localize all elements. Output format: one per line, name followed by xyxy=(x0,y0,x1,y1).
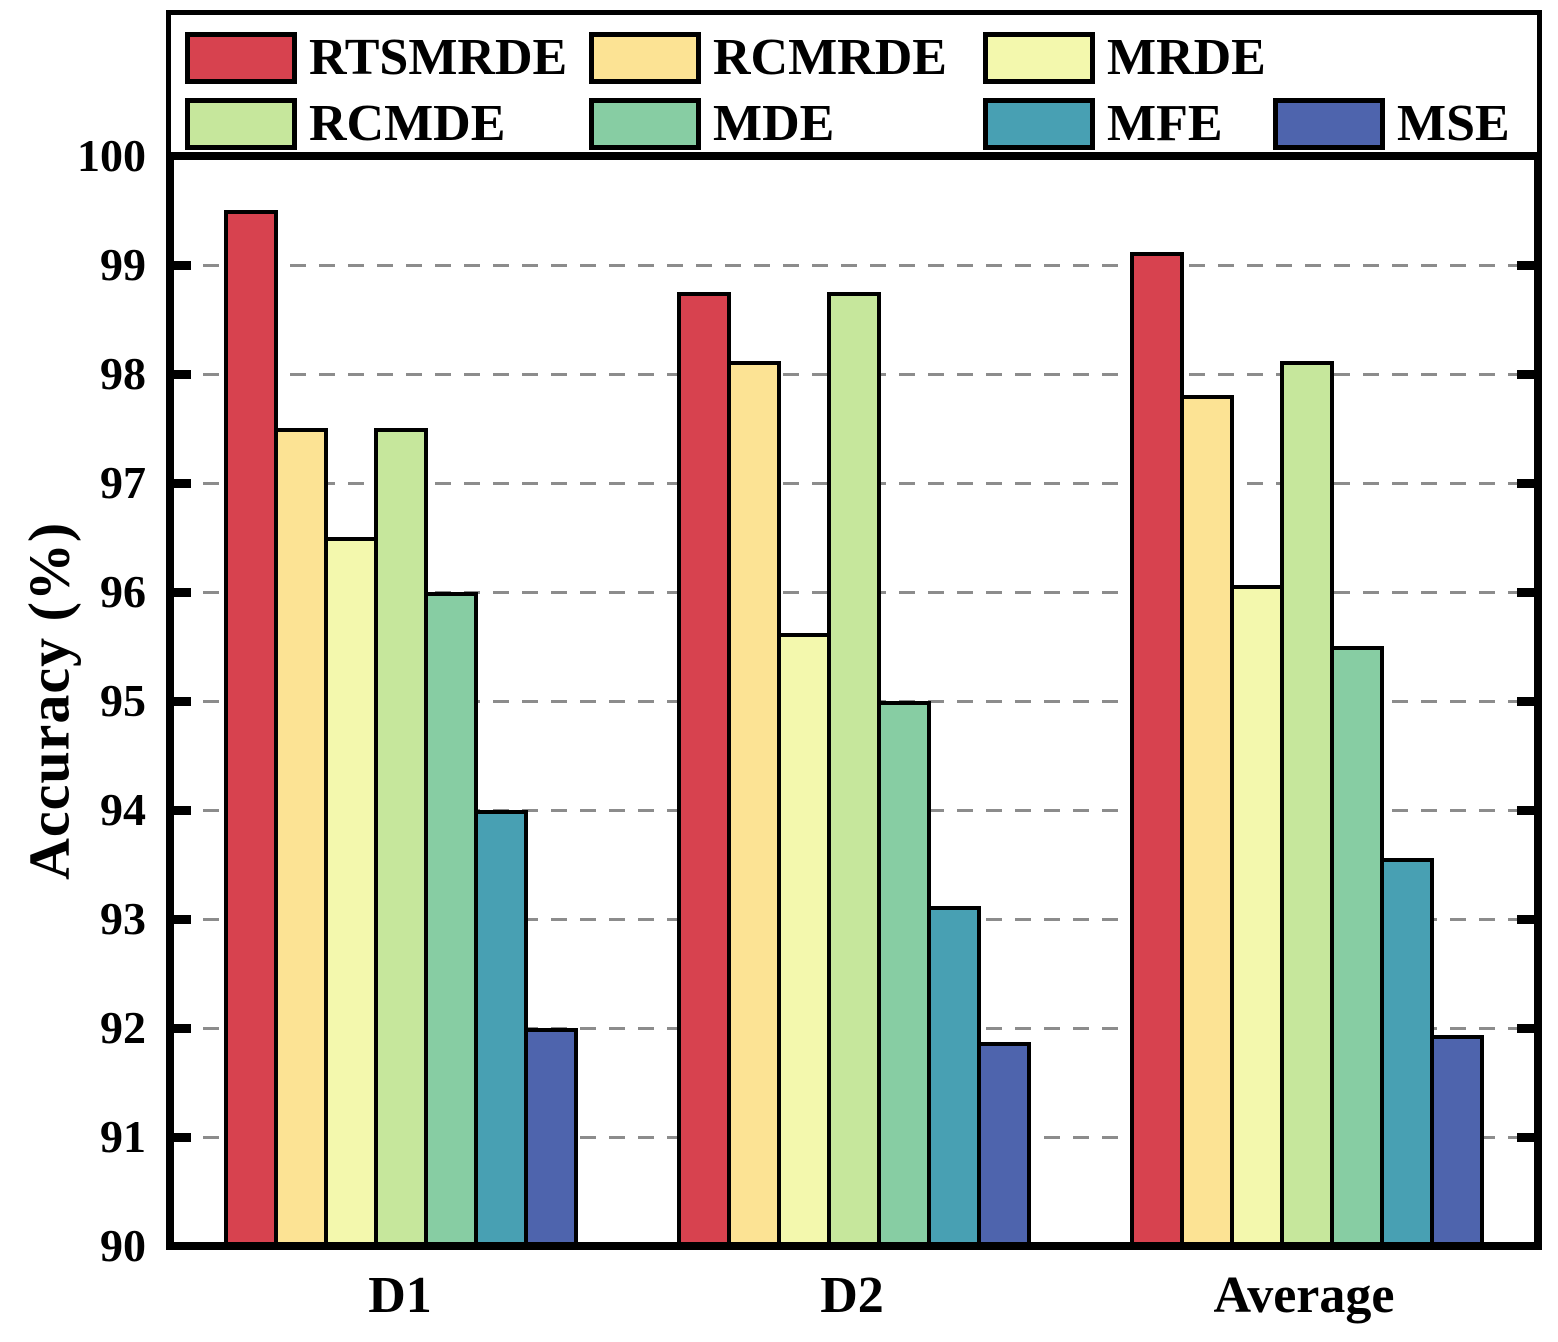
y-tick-right-98 xyxy=(1517,370,1534,379)
y-tick-left-98 xyxy=(174,370,191,379)
bar-mse-d2 xyxy=(976,1042,1031,1242)
y-tick-label-97: 97 xyxy=(100,457,146,508)
bar-group-d1 xyxy=(223,210,578,1242)
legend-label-mrde: MRDE xyxy=(1107,29,1266,86)
legend-swatch-mfe xyxy=(983,98,1095,150)
legend: RTSMRDE RCMRDE MRDE RCMDE MDE MFE MSE xyxy=(166,10,1542,158)
legend-label-rcmrde: RCMRDE xyxy=(713,29,947,86)
bar-mde-d1 xyxy=(423,592,478,1242)
bar-mrde-d1 xyxy=(323,537,378,1242)
legend-swatch-mse xyxy=(1273,98,1385,150)
y-tick-label-100: 100 xyxy=(77,130,146,181)
x-tick-label-d1: D1 xyxy=(368,1267,432,1324)
bar-mrde-average xyxy=(1230,585,1285,1242)
legend-item-rtsmrde: RTSMRDE xyxy=(185,27,567,89)
legend-item-mse: MSE xyxy=(1273,93,1510,155)
y-tick-label-91: 91 xyxy=(100,1111,146,1162)
legend-item-mfe: MFE xyxy=(983,93,1223,155)
y-tick-label-93: 93 xyxy=(100,893,146,944)
y-tick-left-97 xyxy=(174,479,191,488)
bar-rtsmrde-average xyxy=(1130,252,1185,1242)
y-tick-label-94: 94 xyxy=(100,784,146,835)
bar-group-d2 xyxy=(676,292,1031,1242)
legend-label-rtsmrde: RTSMRDE xyxy=(309,29,568,86)
gridline-99 xyxy=(174,264,1534,267)
bar-groups xyxy=(174,160,1534,1242)
y-tick-right-91 xyxy=(1517,1133,1534,1142)
legend-swatch-rtsmrde xyxy=(185,32,297,84)
y-tick-right-99 xyxy=(1517,261,1534,270)
bar-mfe-d1 xyxy=(473,810,528,1242)
y-tick-left-99 xyxy=(174,261,191,270)
bar-rcmde-d1 xyxy=(373,428,428,1242)
plot-area xyxy=(166,152,1542,1250)
y-tick-right-92 xyxy=(1517,1024,1534,1033)
y-tick-label-96: 96 xyxy=(100,566,146,617)
legend-label-mse: MSE xyxy=(1397,95,1510,152)
tick-layer xyxy=(174,160,1534,1242)
y-tick-left-92 xyxy=(174,1024,191,1033)
legend-label-mfe: MFE xyxy=(1107,95,1223,152)
y-tick-right-93 xyxy=(1517,915,1534,924)
bar-mse-d1 xyxy=(523,1028,578,1242)
legend-swatch-rcmde xyxy=(185,98,297,150)
y-tick-left-95 xyxy=(174,697,191,706)
bar-rcmrde-d1 xyxy=(273,428,328,1242)
legend-swatch-mde xyxy=(589,98,701,150)
y-tick-right-94 xyxy=(1517,806,1534,815)
y-tick-label-90: 90 xyxy=(100,1220,146,1271)
bar-mse-average xyxy=(1430,1035,1485,1242)
y-tick-left-91 xyxy=(174,1133,191,1142)
bar-rcmrde-average xyxy=(1180,395,1235,1242)
bar-mrde-d2 xyxy=(776,633,831,1242)
y-tick-left-93 xyxy=(174,915,191,924)
legend-swatch-rcmrde xyxy=(589,32,701,84)
legend-item-mde: MDE xyxy=(589,93,834,155)
y-tick-right-95 xyxy=(1517,697,1534,706)
bar-rcmrde-d2 xyxy=(726,361,781,1242)
legend-label-mde: MDE xyxy=(713,95,835,152)
legend-swatch-mrde xyxy=(983,32,1095,84)
y-tick-left-96 xyxy=(174,588,191,597)
y-tick-right-96 xyxy=(1517,588,1534,597)
x-tick-label-average: Average xyxy=(1213,1267,1395,1324)
legend-item-rcmde: RCMDE xyxy=(185,93,505,155)
y-tick-right-97 xyxy=(1517,479,1534,488)
legend-item-mrde: MRDE xyxy=(983,27,1266,89)
legend-item-rcmrde: RCMRDE xyxy=(589,27,947,89)
bar-rtsmrde-d2 xyxy=(676,292,731,1242)
y-tick-label-95: 95 xyxy=(100,675,146,726)
x-tick-label-d2: D2 xyxy=(820,1267,884,1324)
y-tick-left-94 xyxy=(174,806,191,815)
legend-label-rcmde: RCMDE xyxy=(309,95,506,152)
bar-group-average xyxy=(1130,252,1485,1242)
x-tick-labels: D1 D2 Average xyxy=(174,1266,1530,1325)
y-tick-label-92: 92 xyxy=(100,1002,146,1053)
y-tick-label-99: 99 xyxy=(100,239,146,290)
y-tick-label-98: 98 xyxy=(100,348,146,399)
